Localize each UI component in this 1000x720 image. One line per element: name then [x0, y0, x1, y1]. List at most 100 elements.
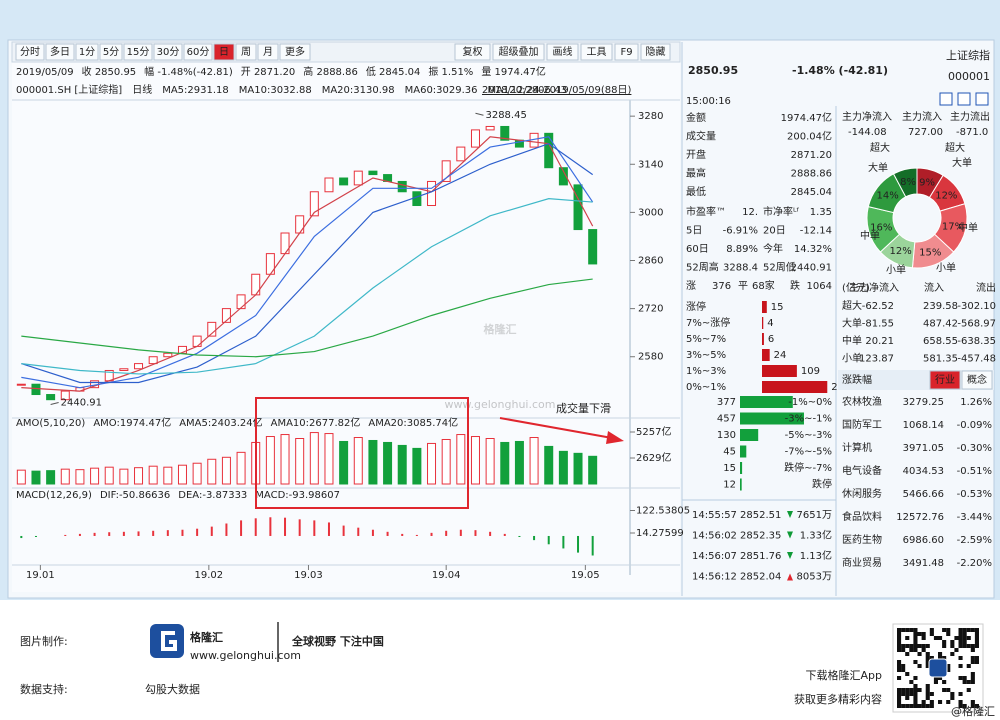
qr-module	[897, 696, 902, 700]
toolbar-button[interactable]	[546, 43, 579, 61]
qr-module	[958, 704, 963, 708]
qr-module	[946, 628, 951, 632]
toolbar-button-label: 复权	[463, 45, 483, 58]
candle	[485, 125, 495, 131]
qr-module	[905, 644, 910, 648]
table-cell: -568.97	[957, 319, 996, 330]
qr-module	[921, 636, 926, 640]
donut-value-label: 16%	[870, 222, 892, 233]
toolbar-button[interactable]	[15, 43, 45, 61]
qr-module	[942, 640, 947, 644]
icon-button[interactable]	[939, 92, 953, 106]
footer-data-source: 勾股大数据	[145, 682, 200, 696]
breadth-text: 68家	[752, 279, 775, 292]
y-tick-label: 2860	[638, 255, 663, 266]
qr-module	[974, 636, 979, 640]
qr-module	[970, 704, 975, 708]
footer	[0, 600, 1000, 720]
toolbar-button[interactable]	[235, 43, 257, 61]
toolbar-button[interactable]	[492, 43, 545, 61]
candle	[236, 294, 246, 310]
date-range: 2018/12/24-2019/05/09(88日)	[482, 85, 632, 96]
qr-module	[925, 664, 930, 668]
sector-name: 商业贸易	[842, 556, 882, 569]
toolbar-button[interactable]	[580, 43, 613, 61]
qr-module	[897, 700, 902, 704]
y-tick-label: 14.27599	[636, 528, 684, 539]
info-text: AMA10:2677.82亿	[271, 416, 361, 429]
volume-bar	[514, 440, 524, 485]
candle	[46, 394, 56, 401]
qr-module	[958, 640, 963, 644]
footer-slogan: 全球视野 下注中国	[291, 634, 384, 648]
toolbar-button[interactable]	[123, 43, 153, 61]
candle	[500, 125, 510, 141]
sector-tab[interactable]	[961, 370, 993, 390]
volume-bar	[75, 469, 85, 485]
sector-name: 休闲服务	[842, 487, 882, 500]
volume-bar	[148, 465, 158, 485]
volume-bar	[280, 434, 290, 485]
volume-bar	[177, 464, 187, 485]
toolbar-button[interactable]	[153, 43, 183, 61]
sector-name: 医药生物	[842, 533, 882, 546]
toolbar-button[interactable]	[75, 43, 99, 61]
toolbar-button[interactable]	[213, 43, 235, 61]
sector-change: -0.53%	[957, 489, 992, 500]
volume-bar	[397, 444, 407, 485]
qr-module	[913, 628, 918, 632]
candle	[16, 383, 26, 386]
ratio-label: 60日	[686, 244, 709, 255]
logo-glyph	[161, 631, 177, 651]
sector-name: 计算机	[842, 441, 872, 454]
qr-module	[962, 680, 967, 684]
toolbar-button[interactable]	[257, 43, 279, 61]
ratio-value: -6.91%	[723, 226, 758, 237]
qr-module	[897, 644, 902, 648]
volume-bar	[31, 470, 41, 485]
info-text: AMO:1974.47亿	[93, 416, 171, 429]
qr-module	[901, 664, 906, 668]
ratio-value: 3288.4	[723, 263, 758, 274]
toolbar-button[interactable]	[183, 43, 213, 61]
qr-module	[938, 636, 943, 640]
volume-bar	[573, 452, 583, 485]
volume-bar	[236, 451, 246, 485]
table-cell: 658.55	[923, 336, 958, 347]
annotation-arrowhead	[606, 431, 624, 444]
toolbar-button[interactable]	[454, 43, 491, 61]
table-cell: -62.52	[862, 301, 894, 312]
x-tick-label: 19.01	[26, 570, 55, 581]
candle	[441, 160, 451, 182]
toolbar-button[interactable]	[45, 43, 75, 61]
ratio-value: 12.	[742, 207, 758, 218]
qr-module	[925, 688, 930, 692]
icon-button[interactable]	[975, 92, 989, 106]
candle	[148, 356, 158, 365]
trade-volume: 1.33亿	[800, 529, 832, 542]
qr-module	[925, 652, 930, 656]
flow-label: 主力流入	[902, 110, 942, 123]
qr-module	[913, 648, 918, 652]
candle	[119, 368, 129, 371]
qr-module	[905, 628, 910, 632]
qr-module	[970, 660, 975, 664]
toolbar-button[interactable]	[279, 43, 311, 61]
toolbar-button[interactable]	[640, 43, 671, 61]
qr-module	[913, 640, 918, 644]
y-tick-label: 3140	[638, 159, 663, 170]
quote-time: 15:00:16	[686, 96, 731, 107]
flow-value: -871.0	[956, 127, 988, 138]
ratio-value: 8.89%	[726, 244, 758, 255]
candle	[558, 167, 568, 186]
ratio-label: 今年	[763, 242, 783, 255]
toolbar-button-label: 周	[241, 46, 251, 58]
qr-module	[938, 700, 943, 704]
qr-module	[921, 700, 926, 704]
toolbar-button[interactable]	[99, 43, 123, 61]
table-cell: 581.35	[923, 354, 958, 365]
toolbar-button[interactable]	[614, 43, 639, 61]
sector-tab[interactable]	[929, 370, 961, 390]
logo-icon	[150, 624, 184, 658]
icon-button[interactable]	[957, 92, 971, 106]
